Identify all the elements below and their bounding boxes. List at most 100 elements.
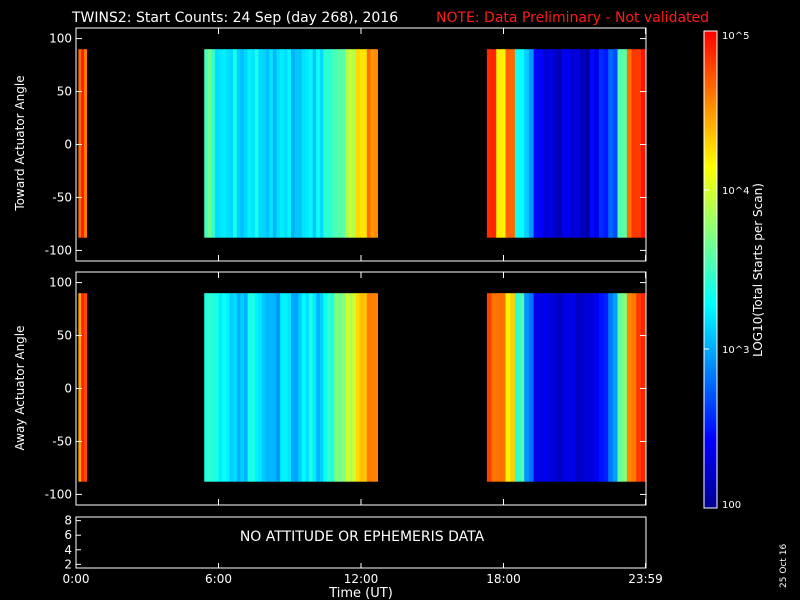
y-tick-label: 50 [57,329,72,343]
heatmap-cell [287,49,292,238]
heatmap-cell [622,49,628,238]
preliminary-note: NOTE: Data Preliminary - Not validated [436,10,709,26]
heatmap-cell [204,293,209,482]
heatmap-cell [294,293,299,482]
x-tick-label: 6:00 [205,572,232,586]
time-axis: 0:00 6:00 12:00 18:00 23:59 [63,563,663,586]
x-tick-label: 23:59 [628,572,663,586]
heatmap-cell [334,293,339,482]
heatmap-cell [81,49,85,238]
heatmap-cell [251,293,256,482]
colorbar-tick-label: 10^4 [722,186,749,197]
heatmap-cell [233,293,238,482]
heatmap-cell [598,293,604,482]
heatmap-cell [524,293,530,482]
y-tick-label: -50 [52,190,72,204]
heatmap-cell [243,293,248,482]
heatmap-cell [215,293,220,482]
heatmap-cell [309,49,314,238]
heatmap-cell [570,49,576,238]
heatmap-cell [319,49,324,238]
heatmap-cell [233,49,238,238]
heatmap-cell [561,293,567,482]
heatmap-cell [510,49,516,238]
heatmap-cell [528,49,534,238]
heatmap-cell [359,293,364,482]
heatmap-cell [598,49,604,238]
heatmap-cell [538,49,544,238]
heatmap-cell [298,49,303,238]
heatmap-cell [575,49,581,238]
heatmap-cell [301,293,306,482]
heatmap-cell [542,293,548,482]
heatmap-cell [283,293,288,482]
heatmap-cell [269,49,274,238]
heatmap-cell [236,293,241,482]
heatmap-cell [330,293,335,482]
heatmap-cell [542,49,548,238]
heatmap-cell [547,293,553,482]
heatmap-cell [496,293,502,482]
heatmap-cell [298,293,303,482]
heatmap-cell [294,49,299,238]
heatmap-cell [258,293,263,482]
heatmap-cell [222,49,227,238]
x-axis-label: Time (UT) [328,586,393,600]
heatmap-cell [265,49,270,238]
heatmap-cell [603,49,609,238]
heatmap-cell [78,49,82,238]
heatmap-cell [319,293,324,482]
x-tick-label: 18:00 [486,572,521,586]
heatmap-cell [547,49,553,238]
heatmap-cell [272,293,277,482]
heatmap-cell [514,293,520,482]
heatmap-cell [211,293,216,482]
y-tick-label: -50 [52,434,72,448]
heatmap-cell [337,293,342,482]
colorbar-label: LOG10(Total Starts per Scan) [751,183,765,357]
y-tick-label: 50 [57,85,72,99]
colorbar-tick-label: 10^5 [722,31,749,42]
heatmap-cell [312,293,317,482]
heatmap-cell [552,49,558,238]
heatmap-cell [510,293,516,482]
heatmap-cell [612,49,618,238]
heatmap-cell [533,293,539,482]
heatmap-cell [505,49,511,238]
heatmap-cell [355,49,360,238]
attitude-y-tick-label: 4 [64,543,72,557]
heatmap-cell [626,293,632,482]
heatmap-cell [327,293,332,482]
no-data-message: NO ATTITUDE OR EPHEMERIS DATA [240,529,485,545]
heatmap-cell [305,49,310,238]
heatmap-cell [341,49,346,238]
heatmap-cell [636,293,642,482]
heatmap-cell [491,293,497,482]
heatmap-cell [603,293,609,482]
heatmap-cell [280,293,285,482]
heatmap-cell [528,293,534,482]
heatmap-cell [363,293,368,482]
heatmap-cell [524,49,530,238]
heatmap-cell [309,293,314,482]
attitude-y-tick-label: 8 [64,514,72,528]
heatmap-cell [617,293,623,482]
heatmap-cell [225,49,230,238]
y-axis-label-toward: Toward Actuator Angle [13,75,27,211]
chart-title: TWINS2: Start Counts: 24 Sep (day 268), … [71,10,398,26]
heatmap-cell [486,293,492,482]
heatmap-cell [580,49,586,238]
heatmap-cell [640,293,646,482]
toward-angle-panel: Toward Actuator Angle -100 -50 0 50 100 [13,27,647,262]
heatmap-cell [636,49,642,238]
heatmap-cell [631,49,637,238]
heatmap-cell [341,293,346,482]
heatmap-cell [374,293,379,482]
heatmap-cell [366,293,371,482]
heatmap-cell [229,293,234,482]
away-angle-panel: Away Actuator Angle -100 -50 0 50 100 [13,271,647,506]
heatmap-cell [301,49,306,238]
heatmap-cell [566,49,572,238]
